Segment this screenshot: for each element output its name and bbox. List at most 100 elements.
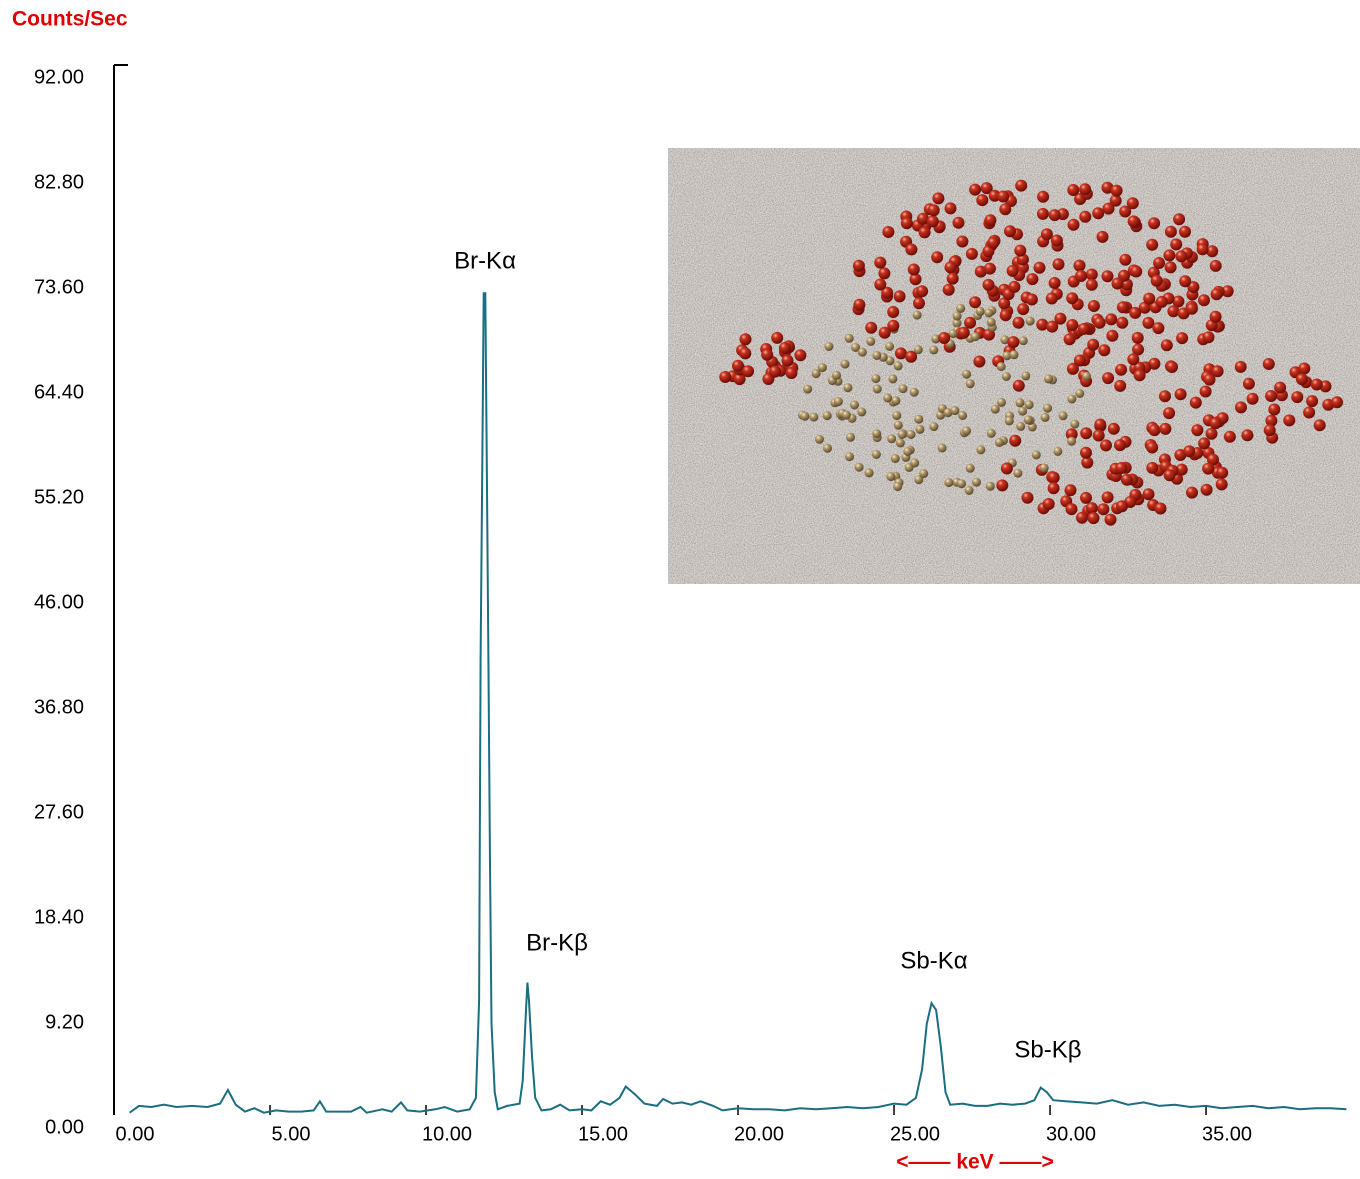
peak-annotation: Sb-Kα: [900, 947, 967, 974]
bead: [1100, 439, 1112, 452]
bead: [1119, 205, 1132, 218]
bead: [932, 192, 945, 205]
bead: [1191, 424, 1204, 437]
bead: [864, 468, 874, 478]
bead: [1234, 360, 1247, 373]
bead: [962, 369, 972, 379]
bead: [874, 256, 887, 269]
y-tick-label: 0.00: [45, 1116, 84, 1138]
bead: [984, 214, 997, 227]
bead: [1085, 268, 1098, 281]
bead: [781, 354, 794, 367]
bead: [957, 479, 966, 489]
bead: [1025, 316, 1035, 326]
bead: [1009, 350, 1019, 360]
bead: [976, 445, 986, 455]
bead: [969, 296, 982, 309]
bead: [1070, 419, 1080, 429]
bead: [1119, 253, 1132, 266]
bead: [1114, 379, 1127, 392]
bead: [1017, 303, 1030, 316]
bead: [1096, 230, 1109, 243]
bead: [1116, 301, 1129, 314]
bead: [905, 350, 918, 363]
bead: [976, 194, 989, 207]
bead: [1104, 513, 1117, 526]
bead: [1160, 339, 1173, 352]
bead: [846, 432, 855, 442]
bead: [1092, 429, 1105, 442]
bead: [1186, 486, 1198, 499]
bead: [986, 428, 996, 438]
y-tick-label: 73.60: [34, 276, 84, 298]
bead: [840, 359, 850, 369]
bead: [719, 371, 732, 383]
bead: [1102, 202, 1115, 215]
bead: [1023, 415, 1033, 425]
bead: [950, 406, 960, 416]
bead: [887, 434, 897, 444]
bead: [1008, 280, 1021, 293]
bead: [1106, 329, 1119, 342]
bead: [982, 278, 995, 291]
bead: [885, 342, 895, 351]
bead: [1002, 351, 1012, 361]
bead: [1063, 333, 1076, 346]
bead: [1094, 418, 1107, 431]
bead: [885, 356, 895, 366]
bead: [1067, 394, 1077, 404]
bead: [1152, 322, 1165, 335]
bead: [881, 286, 894, 299]
bead: [1058, 411, 1068, 421]
bead: [1014, 244, 1027, 257]
bead: [878, 326, 891, 339]
bead: [913, 345, 923, 355]
bead: [1196, 243, 1209, 256]
x-axis-label: <—— keV ——>: [896, 1151, 1054, 1174]
y-tick-label: 46.00: [34, 591, 84, 613]
bead: [1167, 305, 1180, 318]
bead: [1087, 512, 1100, 525]
bead: [942, 283, 955, 296]
bead: [1146, 238, 1159, 251]
bead: [1080, 491, 1092, 504]
bead: [983, 262, 996, 275]
bead: [1101, 181, 1114, 194]
bead: [742, 365, 755, 378]
bead: [1085, 278, 1098, 291]
bead: [857, 407, 867, 417]
bead: [1107, 422, 1120, 435]
bead: [1067, 218, 1080, 231]
bead: [1265, 414, 1278, 427]
bead: [987, 236, 1000, 249]
bead: [914, 414, 924, 424]
bead: [1009, 434, 1022, 447]
bead: [1274, 381, 1287, 394]
bead: [891, 396, 901, 406]
bead: [1079, 210, 1092, 223]
bead: [854, 462, 864, 472]
bead: [1036, 207, 1049, 220]
bead: [1082, 371, 1092, 381]
y-tick-label: 64.40: [34, 381, 84, 403]
bead: [865, 321, 878, 334]
bead: [888, 374, 898, 384]
bead: [1092, 207, 1105, 220]
bead: [1126, 197, 1139, 210]
bead: [1101, 491, 1114, 504]
bead: [817, 363, 827, 373]
bead: [871, 374, 881, 384]
bead: [1179, 275, 1192, 288]
bead: [1013, 468, 1023, 478]
bead: [843, 383, 853, 393]
bead: [1098, 344, 1111, 357]
bead: [990, 404, 1000, 414]
bead: [965, 247, 978, 260]
bead: [1116, 500, 1128, 513]
bead: [890, 454, 900, 463]
bead: [944, 202, 957, 215]
bead: [883, 393, 893, 403]
bead: [1097, 503, 1110, 516]
bead: [1223, 430, 1236, 443]
bead: [906, 430, 916, 439]
